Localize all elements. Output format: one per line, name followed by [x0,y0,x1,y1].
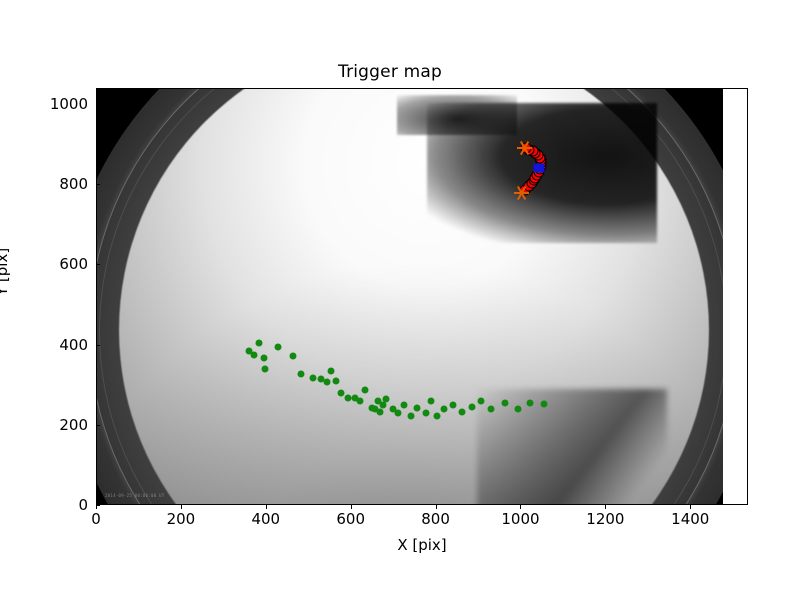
track-endpoint-star-marker [516,140,532,156]
x-tick-label: 1400 [671,510,710,528]
y-tick-mark [96,264,100,266]
y-tick-label: 0 [78,496,88,514]
green-trigger-point [245,347,253,355]
x-tick-label: 0 [91,510,101,528]
green-trigger-point [376,408,384,416]
green-trigger-point [382,395,390,403]
green-trigger-point [361,386,369,394]
y-tick-mark [96,344,100,346]
y-tick-label: 200 [59,415,88,434]
green-trigger-point [379,401,387,409]
x-tick-label: 200 [166,510,196,528]
green-trigger-point [422,409,430,417]
green-trigger-point [389,405,397,413]
x-tick-mark [605,505,607,509]
green-trigger-point [309,374,317,382]
green-trigger-point [317,375,325,383]
x-tick-mark [180,505,182,509]
green-trigger-point [332,377,340,385]
y-tick-mark [96,505,100,506]
green-trigger-point [356,397,364,405]
green-trigger-point [274,343,282,351]
green-trigger-point [297,370,305,378]
green-trigger-point [374,397,382,405]
x-axis-title: X [pix] [397,536,447,554]
green-trigger-point [413,404,421,412]
x-tick-mark [520,505,522,509]
green-trigger-point [351,394,359,402]
y-tick-mark [96,104,100,106]
green-trigger-point [514,405,522,413]
green-trigger-point [501,399,509,407]
all-sky-camera-image: 2014-09-25 00:00:00 UT [97,89,723,504]
y-tick-label: 400 [59,335,88,354]
landscape-shadow [477,389,667,504]
x-tick-mark [265,505,267,509]
green-trigger-point [289,352,297,360]
green-trigger-point [344,394,352,402]
green-trigger-point [261,365,269,373]
x-tick-label: 400 [251,510,281,528]
green-trigger-point [468,403,476,411]
camera-timestamp-overlay: 2014-09-25 00:00:00 UT [105,493,165,498]
y-tick-label: 800 [59,175,88,194]
chart-title: Trigger map [0,62,800,82]
x-tick-mark [96,505,97,509]
plot-axes: 2014-09-25 00:00:00 UT [96,88,748,505]
green-trigger-point [477,397,485,405]
green-trigger-point [427,397,435,405]
track-endpoint-star-marker [514,185,530,201]
green-trigger-point [394,409,402,417]
y-axis-title: Y [pix] [0,247,11,296]
x-tick-mark [435,505,437,509]
green-trigger-point [250,351,258,359]
y-tick-label: 1000 [49,95,88,114]
x-tick-label: 1000 [501,510,540,528]
green-trigger-point [487,405,495,413]
green-trigger-point [407,412,415,420]
horizon-obstruction-secondary [397,95,517,135]
green-trigger-point [440,405,448,413]
green-trigger-point [526,399,534,407]
green-trigger-point [255,339,263,347]
x-tick-mark [690,505,692,509]
y-tick-label: 600 [59,255,88,274]
green-trigger-point [260,354,268,362]
x-tick-mark [350,505,352,509]
green-trigger-point [540,400,548,408]
track-centroid-marker [533,163,545,173]
chart-title-text: Trigger map [337,62,442,82]
y-tick-mark [96,184,100,186]
green-trigger-point [458,408,466,416]
x-tick-label: 1200 [586,510,625,528]
green-trigger-point [449,401,457,409]
green-trigger-point [337,389,345,397]
y-tick-mark [96,424,100,426]
green-trigger-point [371,405,379,413]
x-tick-label: 600 [336,510,366,528]
green-trigger-point [433,412,441,420]
x-tick-label: 800 [421,510,450,528]
green-trigger-point [327,367,335,375]
green-trigger-point [323,378,331,386]
green-trigger-point [400,401,408,409]
green-trigger-point [368,404,376,412]
